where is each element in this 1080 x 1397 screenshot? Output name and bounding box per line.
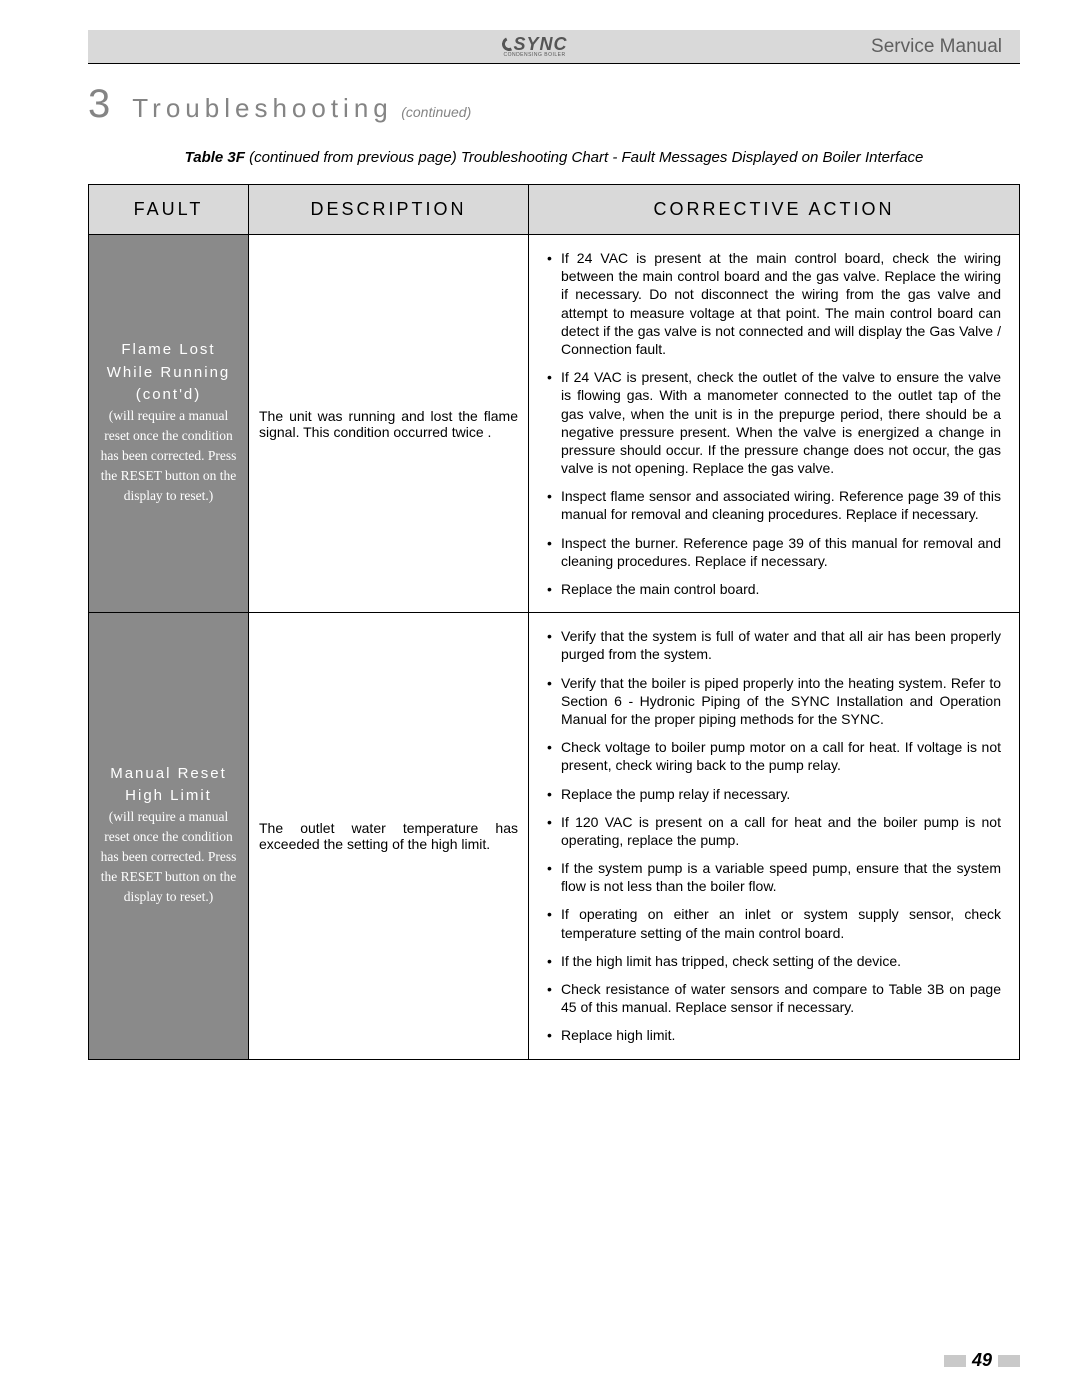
- fault-title-line: Manual Reset: [97, 764, 240, 784]
- fault-note: (will require a manual reset once the co…: [101, 809, 237, 904]
- brand-logo: SYNC CONDENSING BOILER: [198, 35, 871, 58]
- action-item: Inspect flame sensor and associated wiri…: [551, 487, 1001, 523]
- page-num-box-right: [998, 1355, 1020, 1367]
- table-row: Manual ResetHigh Limit (will require a ma…: [89, 613, 1020, 1059]
- fault-note: (will require a manual reset once the co…: [101, 408, 237, 503]
- page-num-box-left: [944, 1355, 966, 1367]
- fault-cell: Flame Lost While Running(cont'd) (will req…: [89, 235, 249, 613]
- logo-subtitle: CONDENSING BOILER: [503, 53, 565, 58]
- troubleshooting-table: FAULT DESCRIPTION CORRECTIVE ACTION Flam…: [88, 184, 1020, 1060]
- fault-cell: Manual ResetHigh Limit (will require a ma…: [89, 613, 249, 1059]
- action-item: Replace the pump relay if necessary.: [551, 785, 1001, 803]
- action-item: Check voltage to boiler pump motor on a …: [551, 738, 1001, 774]
- corrective-action-cell: If 24 VAC is present at the main control…: [529, 235, 1020, 613]
- fault-title-line: High Limit: [97, 786, 240, 806]
- fault-title-line: Flame Lost: [97, 340, 240, 360]
- action-item: If the system pump is a variable speed p…: [551, 859, 1001, 895]
- table-caption: Table 3F (continued from previous page) …: [88, 149, 1020, 166]
- action-item: Replace high limit.: [551, 1026, 1001, 1044]
- action-list: If 24 VAC is present at the main control…: [539, 249, 1001, 598]
- table-caption-bold: Table 3F: [185, 149, 245, 166]
- action-item: Verify that the system is full of water …: [551, 627, 1001, 663]
- action-item: Check resistance of water sensors and co…: [551, 980, 1001, 1016]
- logo-text: SYNC: [502, 35, 568, 53]
- description-cell: The unit was running and lost the flame …: [249, 235, 529, 613]
- header-bar: SYNC CONDENSING BOILER Service Manual: [88, 30, 1020, 64]
- action-item: Verify that the boiler is piped properly…: [551, 674, 1001, 729]
- page-content: SYNC CONDENSING BOILER Service Manual 3 …: [0, 0, 1080, 1100]
- section-number: 3: [88, 82, 110, 127]
- col-header-description: DESCRIPTION: [249, 185, 529, 235]
- table-row: Flame Lost While Running(cont'd) (will req…: [89, 235, 1020, 613]
- fault-title-line: While Running: [97, 363, 240, 383]
- section-heading: 3 Troubleshooting (continued): [88, 82, 1020, 127]
- table-header-row: FAULT DESCRIPTION CORRECTIVE ACTION: [89, 185, 1020, 235]
- manual-label: Service Manual: [871, 36, 1002, 58]
- action-item: Inspect the burner. Reference page 39 of…: [551, 534, 1001, 570]
- action-list: Verify that the system is full of water …: [539, 627, 1001, 1044]
- page-number-wrap: 49: [944, 1350, 1020, 1371]
- section-continued: (continued): [401, 104, 471, 120]
- action-item: If 120 VAC is present on a call for heat…: [551, 813, 1001, 849]
- action-item: If 24 VAC is present, check the outlet o…: [551, 368, 1001, 477]
- table-caption-rest: (continued from previous page) Troublesh…: [245, 149, 923, 166]
- action-item: If 24 VAC is present at the main control…: [551, 249, 1001, 358]
- action-item: If operating on either an inlet or syste…: [551, 905, 1001, 941]
- section-name: Troubleshooting: [132, 93, 393, 123]
- logo-name: SYNC: [514, 35, 568, 53]
- description-cell: The outlet water temperature has exceede…: [249, 613, 529, 1059]
- col-header-fault: FAULT: [89, 185, 249, 235]
- page-number: 49: [972, 1350, 992, 1371]
- col-header-action: CORRECTIVE ACTION: [529, 185, 1020, 235]
- action-item: Replace the main control board.: [551, 580, 1001, 598]
- corrective-action-cell: Verify that the system is full of water …: [529, 613, 1020, 1059]
- fault-title-line: (cont'd): [97, 385, 240, 405]
- action-item: If the high limit has tripped, check set…: [551, 952, 1001, 970]
